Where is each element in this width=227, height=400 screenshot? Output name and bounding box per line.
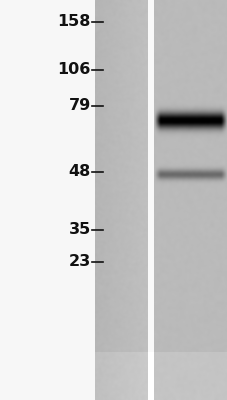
Text: 35: 35	[69, 222, 91, 238]
Text: 158: 158	[57, 14, 91, 30]
Text: 48: 48	[69, 164, 91, 180]
Text: 79: 79	[69, 98, 91, 114]
Text: 23: 23	[69, 254, 91, 270]
Text: 106: 106	[57, 62, 91, 78]
